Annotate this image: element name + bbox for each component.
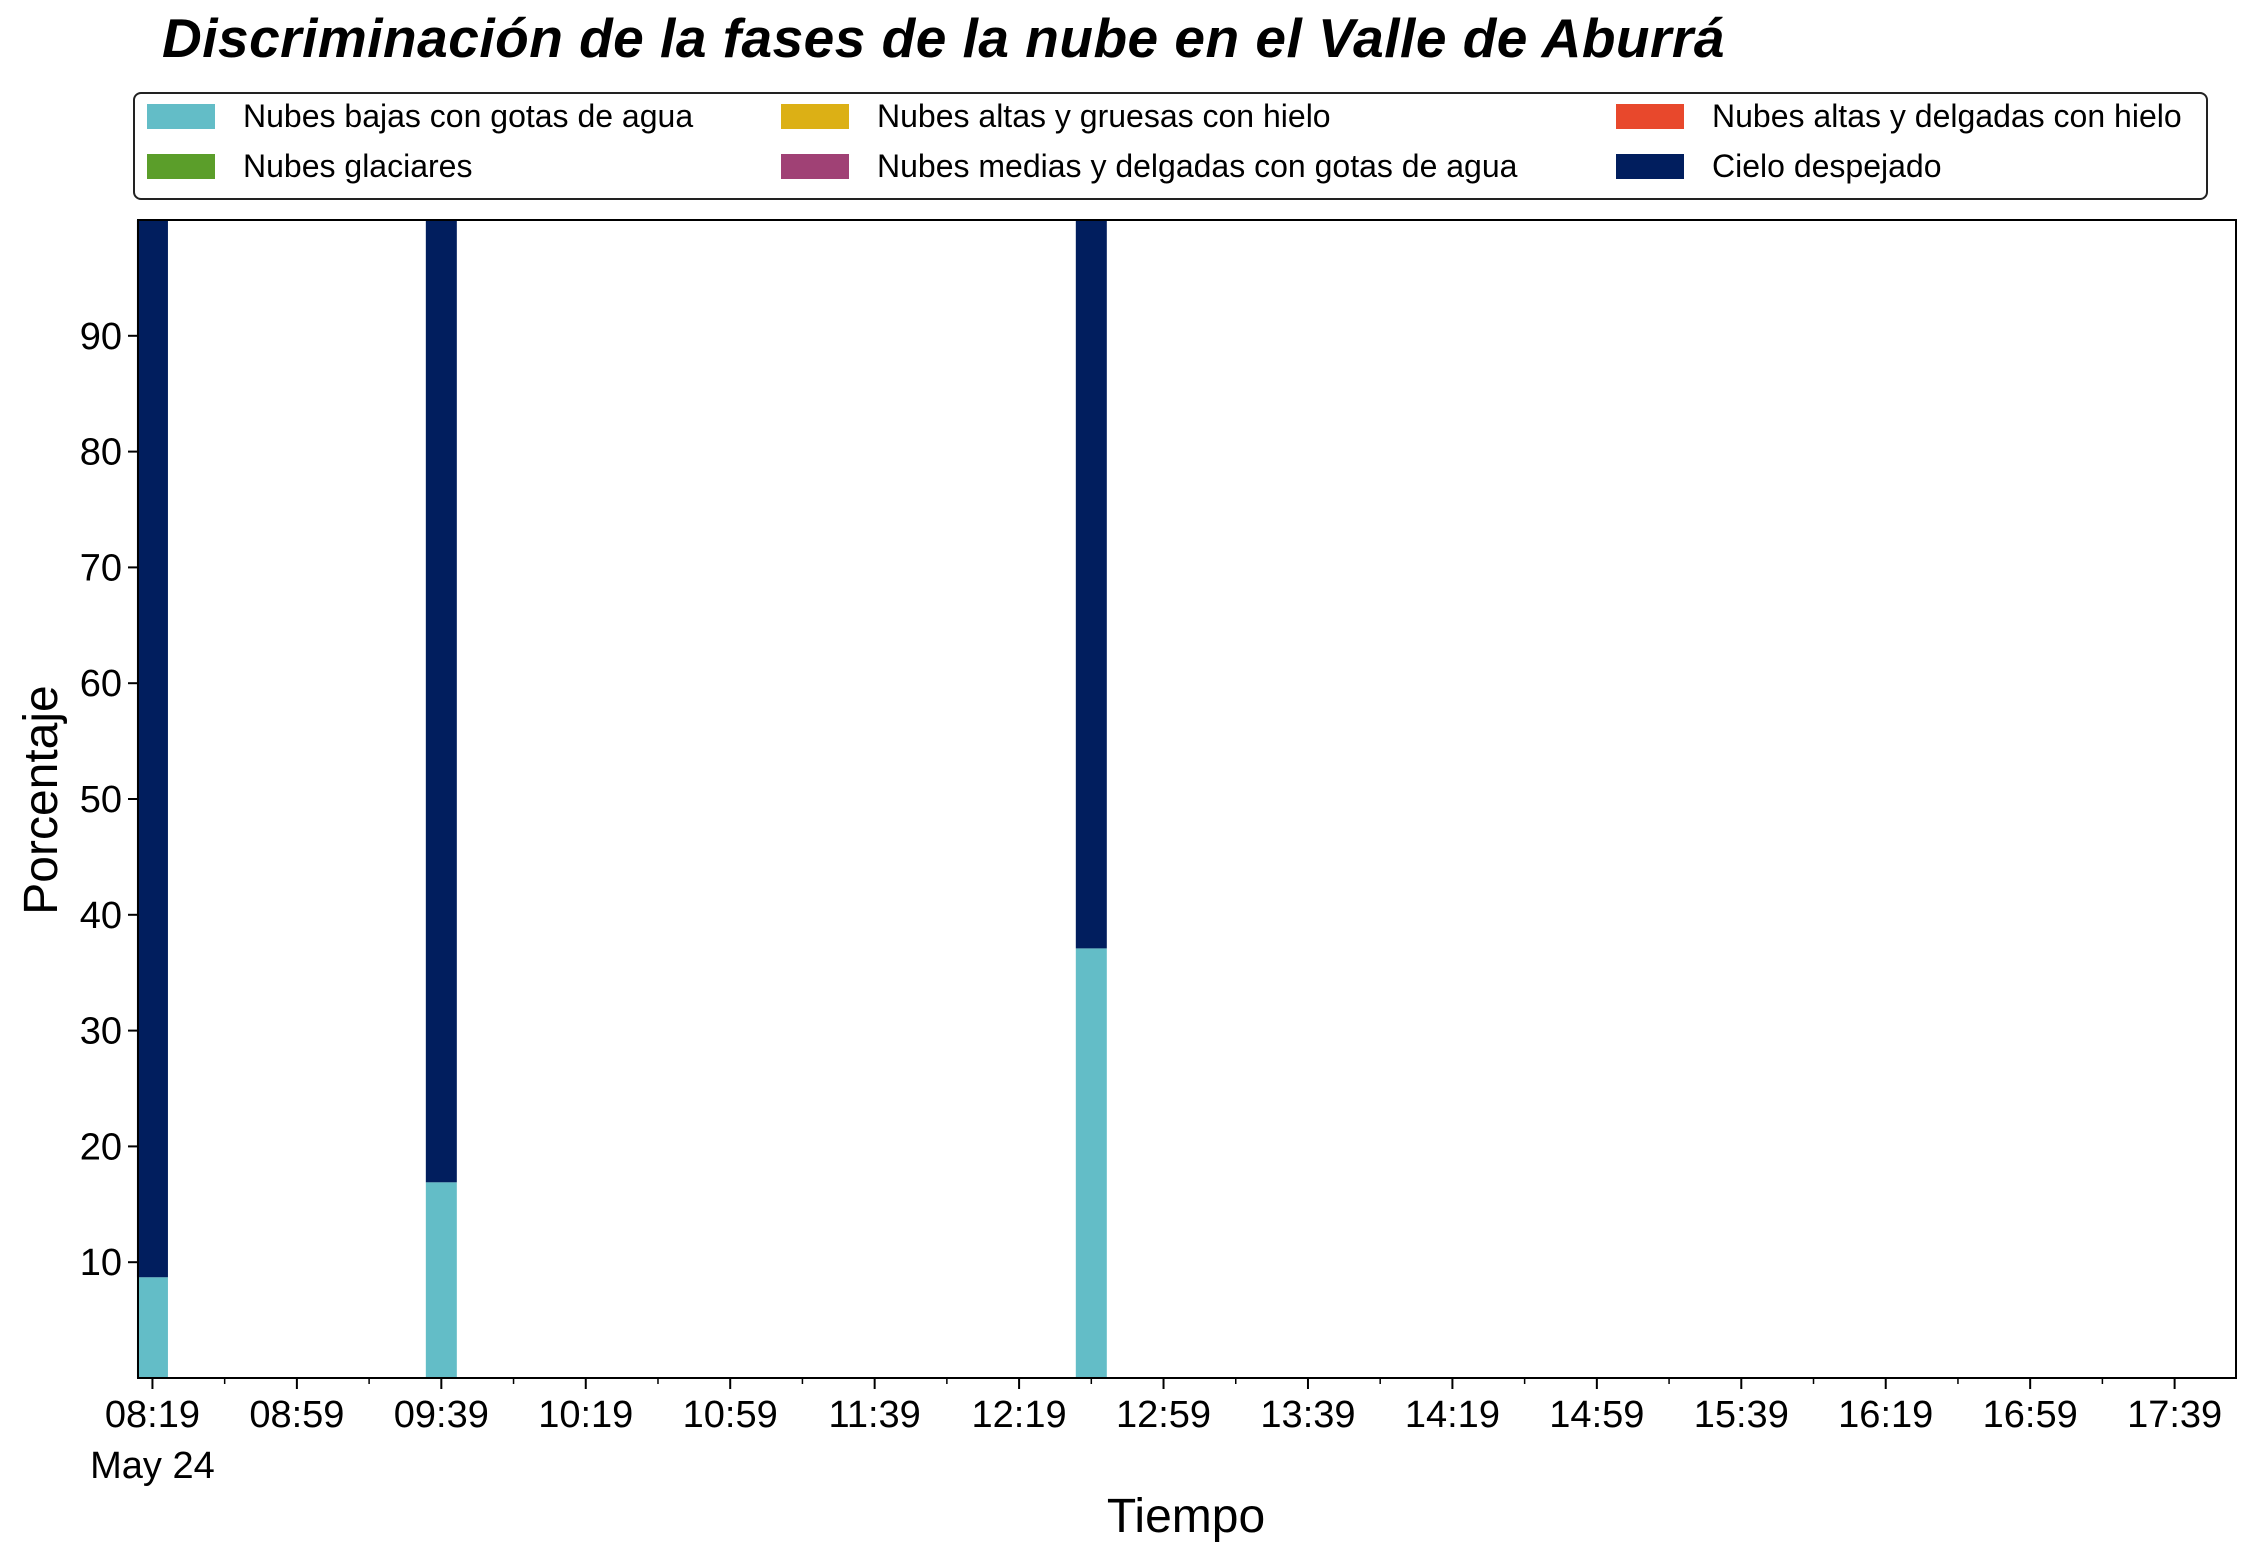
y-tick-label: 60 (80, 663, 122, 705)
legend-item-nubes-glaciares: Nubes glaciares (147, 146, 472, 186)
legend-item-altas-delgadas: Nubes altas y delgadas con hielo (1616, 96, 2182, 136)
y-tick-label: 70 (80, 547, 122, 589)
legend-label: Cielo despejado (1712, 147, 1942, 184)
y-tick-label: 10 (80, 1242, 122, 1284)
x-tick-label: 08:59 (249, 1394, 344, 1436)
chart-legend: Nubes bajas con gotas de agua Nubes glac… (133, 92, 2208, 200)
legend-label: Nubes glaciares (243, 147, 473, 184)
legend-label: Nubes medias y delgadas con gotas de agu… (877, 147, 1518, 184)
x-tick-label: 11:39 (829, 1394, 921, 1436)
legend-label: Nubes altas y gruesas con hielo (877, 97, 1331, 134)
y-tick-label: 90 (80, 316, 122, 358)
y-axis-label: Porcentaje (15, 685, 68, 914)
y-tick-label: 20 (80, 1126, 122, 1168)
x-date-label: May 24 (90, 1445, 215, 1487)
legend-swatch (1616, 153, 1684, 179)
x-tick-label: 10:19 (538, 1394, 633, 1436)
y-tick-label: 30 (80, 1011, 122, 1053)
x-tick-label: 12:19 (972, 1394, 1067, 1436)
x-tick-label: 12:59 (1116, 1394, 1211, 1436)
legend-swatch (781, 153, 849, 179)
chart-title: Discriminación de la fases de la nube en… (162, 7, 1725, 69)
legend-item-medias-delgadas: Nubes medias y delgadas con gotas de agu… (781, 146, 1517, 186)
legend-item-altas-gruesas: Nubes altas y gruesas con hielo (781, 96, 1331, 136)
x-tick-label: 17:39 (2127, 1394, 2222, 1436)
bar-segment (136, 220, 168, 1278)
x-tick-label: 14:59 (1549, 1394, 1644, 1436)
legend-swatch (1616, 103, 1684, 129)
bar-segment (425, 220, 457, 1183)
x-tick-label: 10:59 (683, 1394, 778, 1436)
legend-item-cielo-despejado: Cielo despejado (1616, 146, 1942, 186)
bar-segment (425, 1182, 457, 1378)
legend-swatch (781, 103, 849, 129)
x-axis-label: Tiempo (1107, 1490, 1265, 1543)
x-tick-label: 16:19 (1838, 1394, 1933, 1436)
legend-swatch (147, 153, 215, 179)
legend-swatch (147, 103, 215, 129)
x-tick-label: 14:19 (1405, 1394, 1500, 1436)
x-tick-label: 08:19 (105, 1394, 200, 1436)
bars-layer (136, 220, 1107, 1378)
y-axis: 10 20 30 40 50 60 70 80 90 (80, 316, 138, 1284)
x-axis: 08:19 08:59 09:39 10:19 10:59 11:39 12:19 12:59… (90, 1378, 2222, 1487)
legend-item-nubes-bajas: Nubes bajas con gotas de agua (147, 96, 693, 136)
bar-segment (1075, 220, 1107, 949)
x-tick-label: 09:39 (394, 1394, 489, 1436)
bar-segment (1075, 948, 1107, 1378)
y-tick-label: 50 (80, 779, 122, 821)
x-tick-label: 16:59 (1983, 1394, 2078, 1436)
x-tick-label: 15:39 (1694, 1394, 1789, 1436)
bar-segment (136, 1277, 168, 1378)
y-tick-label: 40 (80, 895, 122, 937)
legend-label: Nubes bajas con gotas de agua (243, 97, 694, 134)
x-tick-label: 13:39 (1260, 1394, 1355, 1436)
y-tick-label: 80 (80, 432, 122, 474)
legend-label: Nubes altas y delgadas con hielo (1712, 97, 2182, 134)
